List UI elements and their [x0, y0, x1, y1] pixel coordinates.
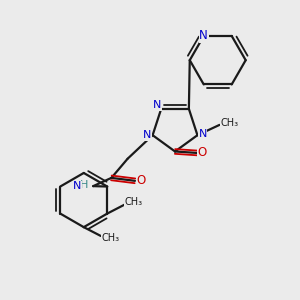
- Text: N: N: [153, 100, 161, 110]
- Text: H: H: [80, 180, 88, 190]
- Text: N: N: [143, 130, 152, 140]
- Text: CH₃: CH₃: [221, 118, 239, 128]
- Text: N: N: [73, 181, 81, 191]
- Text: CH₃: CH₃: [125, 197, 143, 207]
- Text: O: O: [136, 174, 146, 187]
- Text: CH₃: CH₃: [101, 233, 120, 243]
- Text: O: O: [198, 146, 207, 159]
- Text: N: N: [200, 29, 208, 43]
- Text: N: N: [199, 129, 207, 139]
